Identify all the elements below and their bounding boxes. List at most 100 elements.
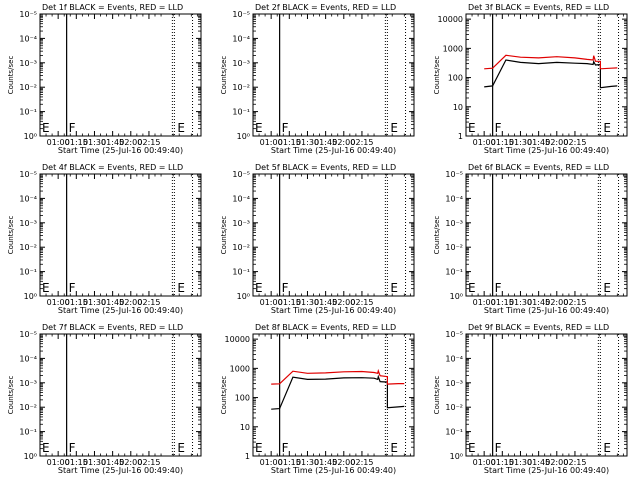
- x-tick-label: 01:00: [260, 138, 283, 147]
- x-tick-label: 02:00: [332, 298, 355, 307]
- y-tick-label: 10⁻³: [19, 219, 37, 228]
- marker-f: F: [69, 121, 76, 135]
- y-tick-label: 10⁻⁵: [445, 330, 463, 339]
- x-tick-label: 01:45: [314, 298, 337, 307]
- y-tick-label: 10⁻¹: [232, 268, 250, 277]
- marker-e-left: E: [468, 121, 476, 135]
- marker-e-right: E: [177, 441, 185, 455]
- x-tick-label: 02:00: [119, 138, 142, 147]
- x-tick-label: 02:00: [119, 298, 142, 307]
- marker-e-left: E: [42, 121, 50, 135]
- y-axis-label: Counts/sec: [433, 376, 441, 415]
- x-tick-label: 01:45: [101, 298, 124, 307]
- y-tick-label: 10⁰: [450, 292, 463, 301]
- x-tick-label: 02:15: [563, 138, 586, 147]
- y-tick-label: 10⁰: [24, 132, 37, 141]
- y-tick-label: 1: [245, 452, 250, 461]
- x-axis-label: Start Time (25-Jul-16 00:49:40): [484, 466, 609, 475]
- marker-f: F: [282, 441, 289, 455]
- series-events-line: [484, 59, 618, 89]
- y-axis-label: Counts/sec: [220, 56, 228, 95]
- chart-title: Det 9f BLACK = Events, RED = LLD: [468, 323, 609, 332]
- x-tick-label: 02:15: [137, 298, 160, 307]
- x-tick-label: 02:00: [119, 458, 142, 467]
- x-axis-label: Start Time (25-Jul-16 00:49:40): [58, 146, 183, 155]
- y-axis-label: Counts/sec: [7, 56, 15, 95]
- x-tick-label: 02:15: [350, 458, 373, 467]
- marker-f: F: [69, 441, 76, 455]
- y-tick-label: 1: [458, 132, 463, 141]
- y-tick-label: 10: [453, 103, 463, 112]
- x-tick-label: 01:15: [278, 298, 301, 307]
- y-tick-label: 10⁻⁵: [232, 170, 250, 179]
- marker-e-left: E: [42, 441, 50, 455]
- y-tick-label: 10⁻⁵: [445, 170, 463, 179]
- marker-e-left: E: [42, 281, 50, 295]
- plot-frame: [39, 333, 202, 457]
- y-tick-label: 10⁻⁴: [232, 194, 250, 203]
- y-axis-label: Counts/sec: [433, 56, 441, 95]
- chart-title: Det 8f BLACK = Events, RED = LLD: [255, 323, 396, 332]
- y-tick-label: 10⁻¹: [19, 268, 37, 277]
- y-tick-label: 10⁻⁵: [19, 10, 37, 19]
- y-tick-label: 10⁻⁴: [232, 34, 250, 43]
- x-tick-label: 01:15: [278, 138, 301, 147]
- y-tick-label: 10⁻⁴: [445, 194, 463, 203]
- y-tick-label: 10⁰: [237, 132, 250, 141]
- y-tick-label: 10⁻¹: [445, 268, 463, 277]
- x-tick-label: 01:30: [509, 138, 532, 147]
- y-tick-label: 10⁻⁵: [19, 330, 37, 339]
- y-tick-label: 10⁰: [450, 452, 463, 461]
- x-tick-label: 01:15: [491, 138, 514, 147]
- marker-e-left: E: [255, 441, 263, 455]
- marker-e-right: E: [603, 281, 611, 295]
- y-tick-label: 1000: [230, 364, 250, 373]
- plot-frame: [252, 173, 415, 297]
- marker-f: F: [282, 281, 289, 295]
- y-tick-label: 10⁻⁴: [445, 354, 463, 363]
- x-tick-label: 01:30: [509, 298, 532, 307]
- x-tick-label: 01:30: [509, 458, 532, 467]
- x-tick-label: 02:15: [350, 138, 373, 147]
- marker-e-right: E: [390, 441, 398, 455]
- y-tick-label: 10⁻⁵: [232, 10, 250, 19]
- x-tick-label: 02:15: [350, 298, 373, 307]
- x-tick-label: 01:45: [101, 458, 124, 467]
- y-axis-label: Counts/sec: [220, 376, 228, 415]
- y-tick-label: 10⁻³: [19, 59, 37, 68]
- x-tick-label: 01:00: [47, 298, 70, 307]
- y-axis-label: Counts/sec: [433, 216, 441, 255]
- plot-frame: [252, 333, 415, 457]
- y-tick-label: 100: [235, 394, 250, 403]
- x-axis-label: Start Time (25-Jul-16 00:49:40): [271, 306, 396, 315]
- chart-title: Det 7f BLACK = Events, RED = LLD: [42, 323, 183, 332]
- x-axis-label: Start Time (25-Jul-16 00:49:40): [484, 146, 609, 155]
- x-tick-label: 01:00: [473, 458, 496, 467]
- detector-chart-9f: Det 9f BLACK = Events, RED = LLD 10⁰ 10⁻¹ 1…: [433, 323, 628, 475]
- y-tick-label: 10⁻³: [445, 219, 463, 228]
- detector-chart-1f: Det 1f BLACK = Events, RED = LLD 10⁰ 10⁻¹ 1…: [7, 3, 202, 155]
- detector-chart-2f: Det 2f BLACK = Events, RED = LLD 10⁰ 10⁻¹ 1…: [220, 3, 415, 155]
- x-axis-label: Start Time (25-Jul-16 00:49:40): [58, 306, 183, 315]
- x-axis-label: Start Time (25-Jul-16 00:49:40): [271, 146, 396, 155]
- y-tick-label: 10⁻⁵: [19, 170, 37, 179]
- marker-e-right: E: [390, 121, 398, 135]
- y-tick-label: 100: [448, 74, 463, 83]
- chart-title: Det 1f BLACK = Events, RED = LLD: [42, 3, 183, 12]
- y-tick-label: 10⁻²: [19, 83, 37, 92]
- x-tick-label: 01:45: [101, 138, 124, 147]
- y-tick-label: 10000: [438, 15, 463, 24]
- y-tick-label: 10⁰: [24, 452, 37, 461]
- x-tick-label: 01:45: [527, 138, 550, 147]
- x-tick-label: 01:00: [473, 298, 496, 307]
- y-tick-label: 10⁻²: [232, 243, 250, 252]
- y-tick-label: 10⁻²: [445, 243, 463, 252]
- marker-e-right: E: [177, 121, 185, 135]
- detector-chart-3f: Det 3f BLACK = Events, RED = LLD 1 10 100 10…: [433, 3, 628, 155]
- y-tick-label: 10000: [225, 335, 250, 344]
- x-tick-label: 02:00: [545, 298, 568, 307]
- y-axis-label: Counts/sec: [7, 216, 15, 255]
- x-tick-label: 01:30: [83, 138, 106, 147]
- marker-f: F: [69, 281, 76, 295]
